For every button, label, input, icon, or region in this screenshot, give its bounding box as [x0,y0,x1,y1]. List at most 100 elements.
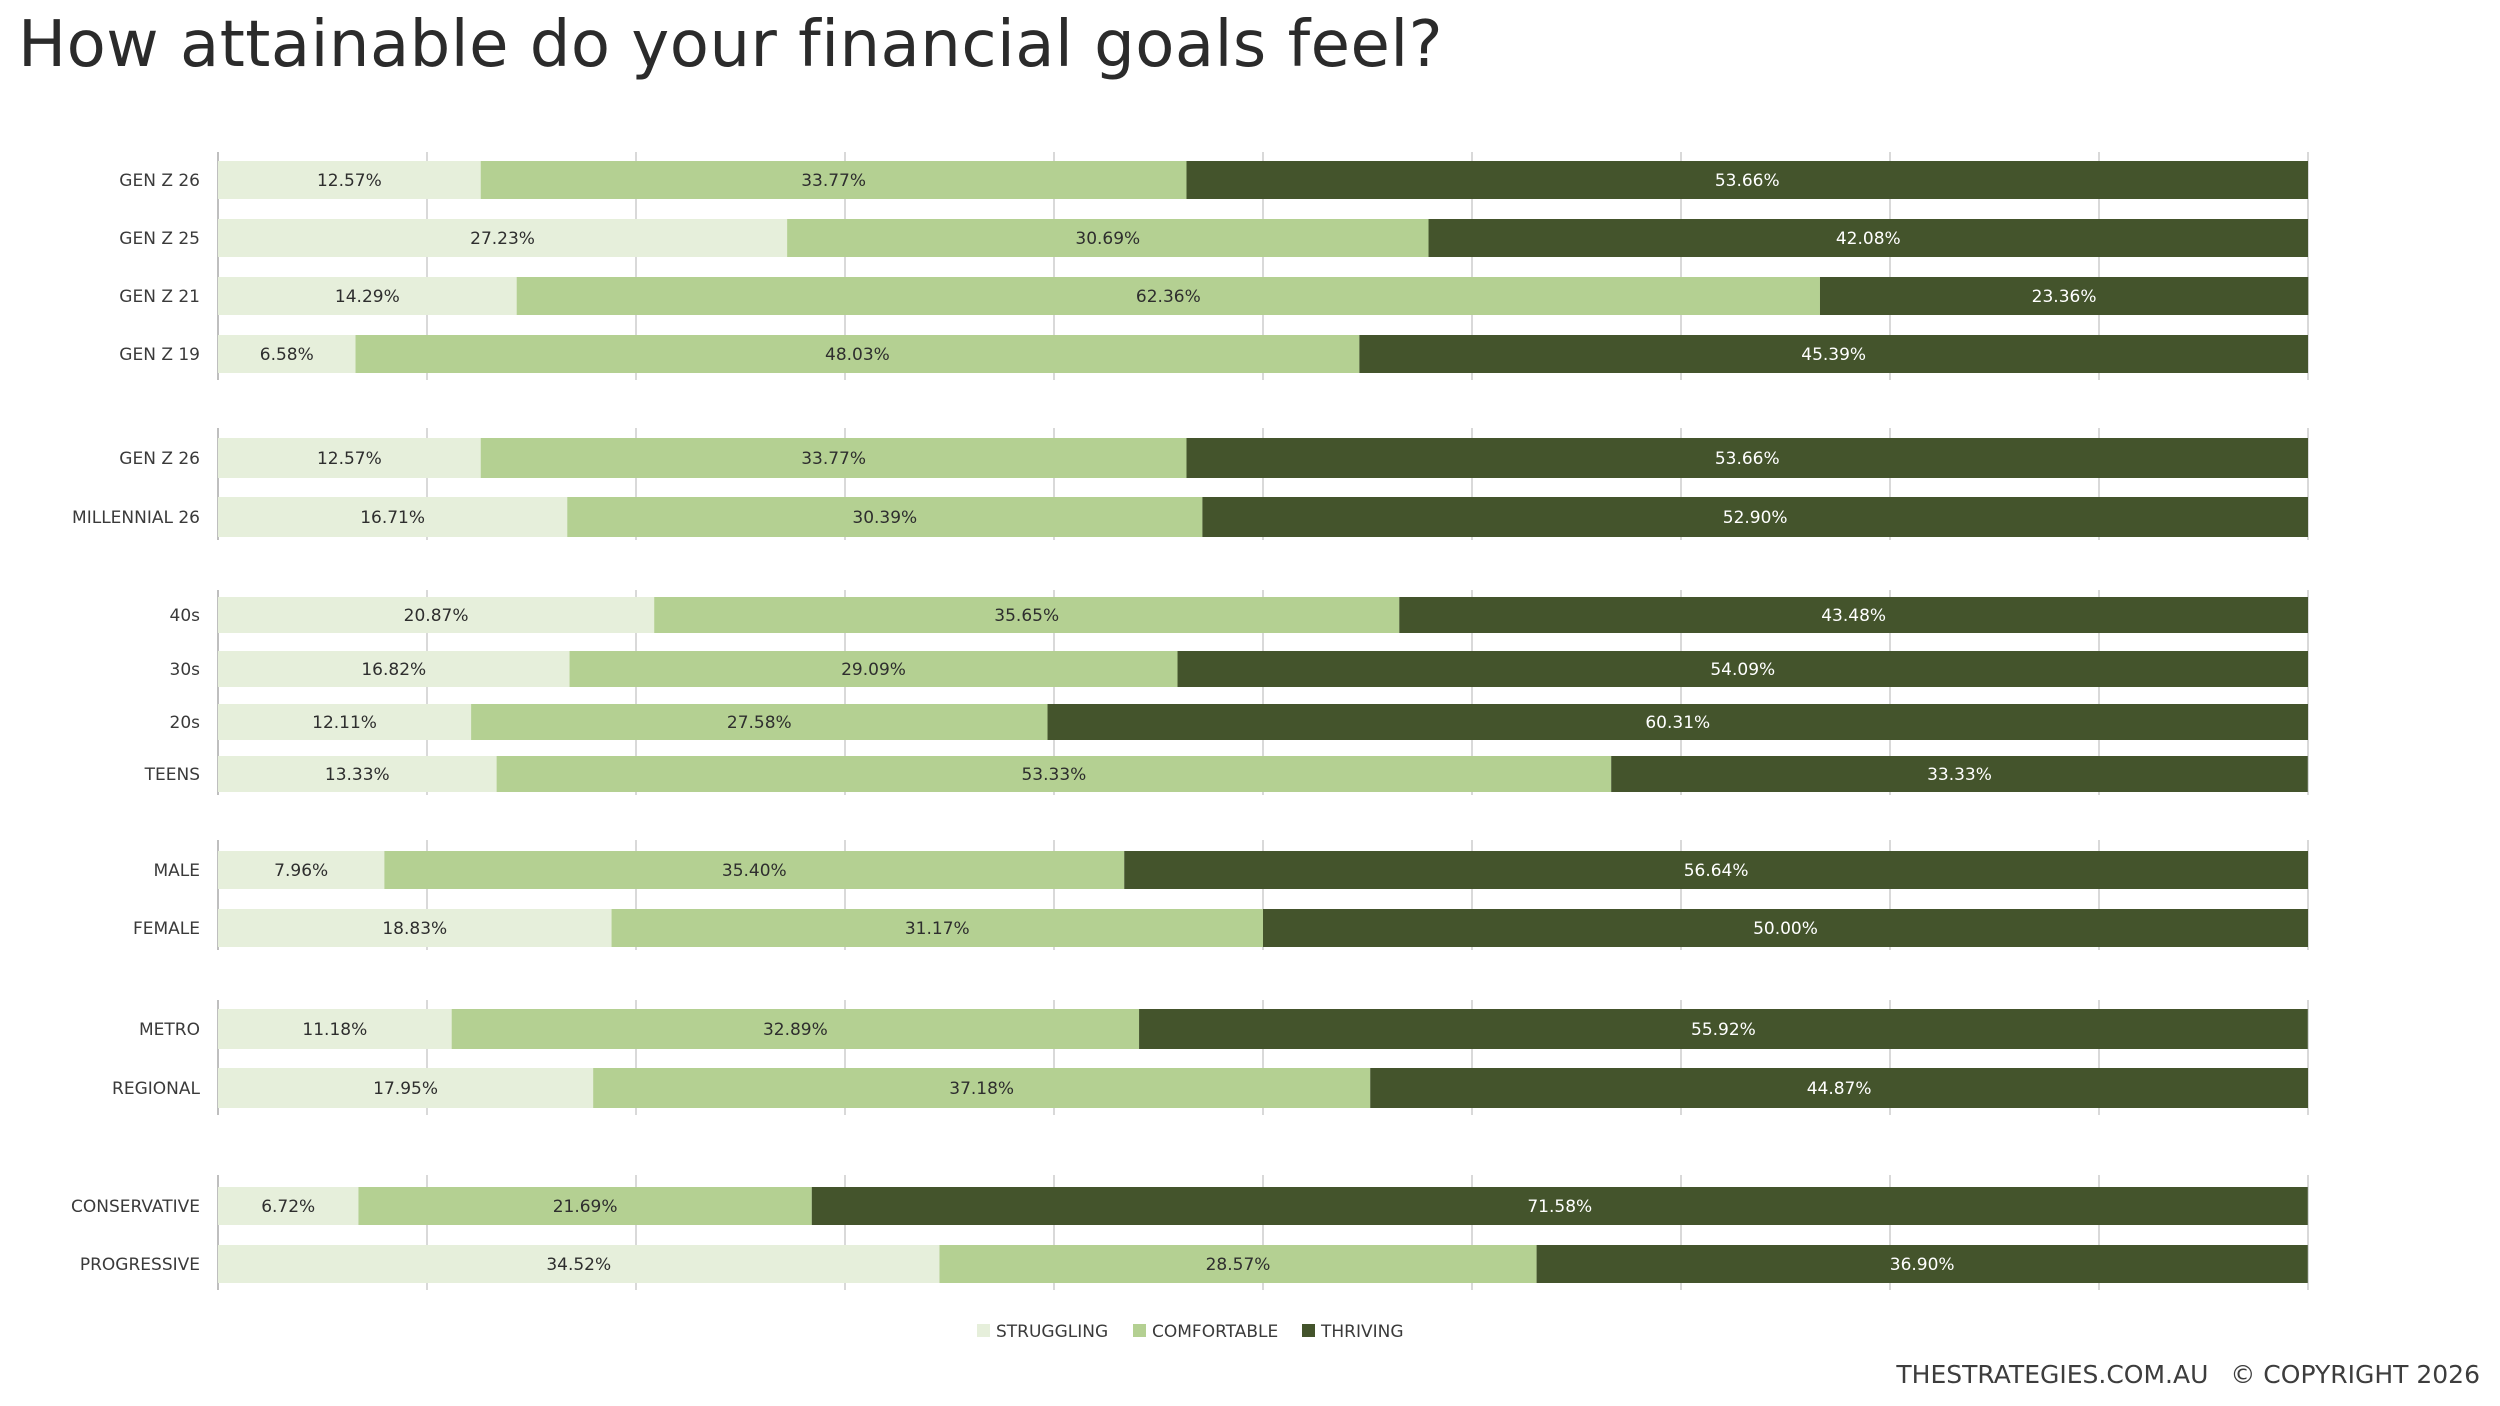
bar-segment-struggling [218,909,612,947]
bar-segment-struggling [218,1068,594,1108]
bar-segment-struggling [218,219,788,257]
legend-label: THRIVING [1320,1322,1404,1342]
data-label: 33.77% [801,171,866,191]
bar-segment-comfortable [471,704,1048,740]
bar-segment-thriving [1399,597,2308,633]
bar-segment-comfortable [451,1009,1140,1049]
category-label: GEN Z 26 [119,171,200,191]
bar-segment-thriving [1124,851,2308,889]
category-label: GEN Z 19 [119,345,200,365]
bar-segment-thriving [1370,1068,2308,1108]
bar-segment-comfortable [787,219,1429,257]
category-label: 40s [170,606,201,626]
category-label: REGIONAL [112,1079,200,1099]
bar-segment-thriving [1202,497,2308,537]
data-label: 18.83% [382,919,447,939]
bar-segment-struggling [218,597,655,633]
data-label: 6.58% [260,345,314,365]
bar-segment-thriving [811,1187,2308,1225]
bar-segment-comfortable [593,1068,1371,1108]
category-label: GEN Z 26 [119,449,200,469]
data-label: 35.40% [722,861,787,881]
data-label: 21.69% [553,1197,618,1217]
bar-segment-comfortable [516,277,1820,315]
data-label: 44.87% [1807,1079,1872,1099]
bar-segment-comfortable [355,335,1360,373]
bar-segment-struggling [218,497,568,537]
bar-segment-thriving [1536,1245,2308,1283]
data-label: 12.57% [317,171,382,191]
bar-segment-struggling [218,651,570,687]
bar-segment-struggling [218,704,472,740]
data-label: 56.64% [1684,861,1749,881]
category-label: MILLENNIAL 26 [72,508,200,528]
category-label: GEN Z 25 [119,229,200,249]
data-label: 30.39% [852,508,917,528]
bar-segment-struggling [218,335,356,373]
category-label: GEN Z 21 [119,287,200,307]
bar-segment-comfortable [611,909,1263,947]
data-label: 7.96% [274,861,328,881]
bar-segment-comfortable [567,497,1203,537]
data-label: 16.71% [360,508,425,528]
category-label: TEENS [144,765,200,785]
legend-swatch [977,1324,990,1337]
bar-segment-thriving [1428,219,2308,257]
data-label: 11.18% [302,1020,367,1040]
bar-segment-struggling [218,161,481,199]
legend-swatch [1133,1324,1146,1337]
bar-segment-thriving [1611,756,2308,792]
data-label: 27.58% [727,713,792,733]
data-label: 14.29% [335,287,400,307]
bar-segment-comfortable [654,597,1400,633]
bar-segment-comfortable [480,438,1187,478]
bar-segment-comfortable [358,1187,812,1225]
data-label: 23.36% [2032,287,2097,307]
data-label: 60.31% [1645,713,1710,733]
data-label: 43.48% [1821,606,1886,626]
data-label: 31.17% [905,919,970,939]
bar-segment-comfortable [384,851,1125,889]
bar-segment-struggling [218,277,517,315]
data-label: 30.69% [1075,229,1140,249]
bar-segment-struggling [218,438,481,478]
bar-segment-thriving [1263,909,2308,947]
category-label: 20s [170,713,201,733]
bar-segment-struggling [218,756,497,792]
data-label: 42.08% [1836,229,1901,249]
data-label: 27.23% [470,229,535,249]
legend-label: COMFORTABLE [1152,1322,1278,1342]
data-label: 6.72% [261,1197,315,1217]
data-label: 32.89% [763,1020,828,1040]
data-label: 20.87% [404,606,469,626]
bar-segment-thriving [1359,335,2308,373]
footer-copyright: © COPYRIGHT 2026 [2230,1360,2480,1389]
data-label: 12.57% [317,449,382,469]
category-label: MALE [153,861,200,881]
bar-segment-struggling [218,1187,359,1225]
data-label: 45.39% [1801,345,1866,365]
data-label: 34.52% [546,1255,611,1275]
legend-label: STRUGGLING [996,1322,1108,1342]
data-label: 37.18% [949,1079,1014,1099]
bar-segment-struggling [218,1245,940,1283]
data-label: 12.11% [312,713,377,733]
data-label: 55.92% [1691,1020,1756,1040]
bar-segment-struggling [218,851,385,889]
bar-segment-comfortable [569,651,1178,687]
data-label: 53.66% [1715,449,1780,469]
data-label: 36.90% [1890,1255,1955,1275]
category-label: METRO [139,1020,200,1040]
category-label: CONSERVATIVE [71,1197,200,1217]
data-label: 71.58% [1527,1197,1592,1217]
bar-segment-thriving [1139,1009,2308,1049]
bar-segment-comfortable [480,161,1187,199]
footer: THESTRATEGIES.COM.AU © COPYRIGHT 2026 [1882,1360,2480,1389]
data-label: 13.33% [325,765,390,785]
category-label: PROGRESSIVE [80,1255,200,1275]
bar-segment-thriving [1186,438,2308,478]
data-label: 62.36% [1136,287,1201,307]
bar-segment-comfortable [939,1245,1537,1283]
data-label: 35.65% [994,606,1059,626]
